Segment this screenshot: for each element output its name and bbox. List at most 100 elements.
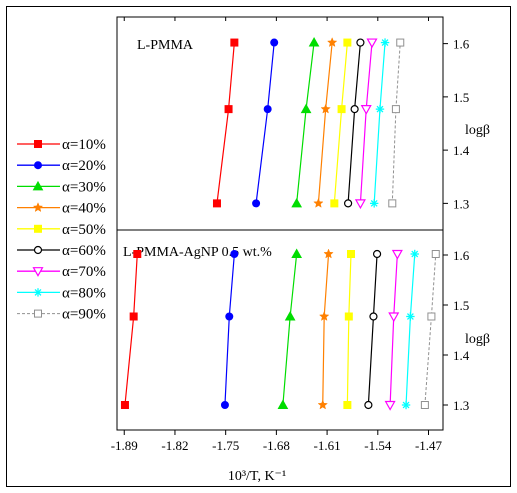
asterisk-stroke bbox=[376, 105, 384, 113]
top-data-point bbox=[388, 199, 397, 208]
bottom-data-point bbox=[291, 248, 303, 258]
asterisk-stroke bbox=[406, 313, 414, 320]
bottom-data-point bbox=[343, 401, 352, 409]
bottom-panel-series bbox=[120, 248, 440, 411]
top-data-point bbox=[356, 38, 365, 47]
bottom-data-point bbox=[372, 249, 382, 259]
legend-label: α=40% bbox=[62, 201, 106, 217]
top-data-point bbox=[375, 104, 385, 114]
bottom-data-point bbox=[410, 249, 419, 259]
bottom-y-tick-label: 1.4 bbox=[453, 348, 470, 363]
bottom-data-point bbox=[420, 401, 429, 409]
legend-label: α=30% bbox=[62, 179, 106, 195]
bottom-data-point bbox=[230, 250, 239, 258]
top-series-line bbox=[391, 42, 401, 204]
legend-marker bbox=[32, 267, 44, 277]
top-data-point bbox=[230, 38, 239, 47]
top-data-point bbox=[291, 197, 303, 208]
top-data-point bbox=[343, 38, 352, 47]
bottom-y-axis: 1.3 1.4 1.5 1.6 bbox=[443, 248, 470, 413]
top-y-axis: 1.3 1.4 1.5 1.6 bbox=[443, 37, 470, 211]
bottom-data-point bbox=[323, 248, 334, 259]
bottom-data-point bbox=[427, 312, 436, 321]
asterisk-stroke bbox=[402, 401, 410, 409]
bottom-data-point bbox=[133, 250, 142, 258]
bottom-panel-title: L-PMMA-AgNP 0.5 wt.% bbox=[123, 245, 272, 260]
top-y-axis-label: logβ bbox=[465, 123, 490, 138]
x-tick-label: -1.82 bbox=[161, 438, 188, 453]
top-data-point bbox=[263, 105, 272, 114]
top-data-point bbox=[212, 199, 221, 208]
legend-label: α=80% bbox=[62, 285, 106, 301]
legend-marker bbox=[34, 161, 42, 170]
bottom-data-point bbox=[225, 312, 234, 321]
legend-marker bbox=[34, 140, 42, 148]
bottom-data-point bbox=[364, 400, 373, 410]
x-tick-label: -1.47 bbox=[415, 438, 443, 453]
bottom-data-point bbox=[431, 250, 440, 258]
top-data-point bbox=[308, 37, 320, 47]
bottom-data-point bbox=[406, 312, 415, 321]
bottom-y-tick-label: 1.3 bbox=[453, 398, 469, 413]
legend-label: α=70% bbox=[62, 264, 106, 280]
legend-label: α=60% bbox=[62, 243, 106, 259]
bottom-data-point bbox=[369, 312, 378, 321]
bottom-data-point bbox=[344, 312, 353, 321]
bottom-y-tick-label: 1.6 bbox=[453, 248, 470, 263]
top-y-tick-label: 1.6 bbox=[453, 37, 470, 52]
bottom-data-point bbox=[277, 399, 289, 409]
bottom-data-point bbox=[120, 401, 129, 409]
top-data-point bbox=[326, 37, 338, 47]
top-data-point bbox=[224, 105, 233, 114]
legend-marker bbox=[32, 180, 44, 191]
bottom-series-line bbox=[424, 253, 437, 406]
bottom-data-point bbox=[129, 312, 138, 321]
bottom-data-point bbox=[388, 312, 400, 323]
top-data-point bbox=[354, 199, 366, 210]
top-data-point bbox=[366, 38, 378, 49]
top-data-point bbox=[337, 105, 346, 114]
figure-border bbox=[6, 6, 511, 487]
x-tick-label: -1.61 bbox=[314, 438, 341, 453]
bottom-data-point bbox=[284, 310, 296, 321]
top-y-tick-label: 1.5 bbox=[453, 90, 469, 105]
top-panel-title: L-PMMA bbox=[137, 38, 194, 53]
top-data-point bbox=[380, 38, 390, 47]
x-tick-label: -1.54 bbox=[364, 438, 392, 453]
legend: α=10% α=20% α=30% α=40% α=50% α=60% α=70% α=80%… bbox=[17, 137, 106, 323]
top-panel-series bbox=[212, 37, 405, 210]
bottom-data-point bbox=[346, 250, 355, 258]
legend-marker bbox=[34, 224, 42, 233]
top-data-point bbox=[343, 199, 353, 208]
x-tick-label: -1.75 bbox=[212, 438, 239, 453]
bottom-data-point bbox=[401, 400, 411, 410]
top-data-point bbox=[270, 38, 279, 47]
asterisk-stroke bbox=[370, 199, 378, 207]
top-y-tick-label: 1.4 bbox=[453, 143, 470, 158]
top-data-point bbox=[350, 105, 359, 114]
legend-label: α=10% bbox=[62, 137, 106, 153]
bottom-data-point bbox=[391, 249, 403, 260]
top-data-point bbox=[391, 105, 400, 114]
legend-label: α=20% bbox=[62, 158, 106, 174]
bottom-y-axis-label: logβ bbox=[465, 332, 490, 347]
bottom-data-point bbox=[317, 399, 328, 410]
bottom-data-point bbox=[220, 401, 229, 409]
top-data-point bbox=[360, 105, 372, 115]
legend-marker bbox=[33, 288, 43, 297]
top-data-point bbox=[330, 199, 339, 208]
legend-marker bbox=[34, 309, 42, 318]
bottom-plot-frame bbox=[116, 229, 444, 431]
legend-marker bbox=[32, 202, 44, 213]
bottom-data-point bbox=[318, 311, 330, 321]
top-data-point bbox=[369, 199, 379, 208]
top-data-point bbox=[300, 103, 312, 114]
top-data-point bbox=[313, 197, 324, 208]
legend-label: α=50% bbox=[62, 222, 106, 238]
x-tick-label: -1.89 bbox=[111, 438, 138, 453]
top-data-point bbox=[320, 103, 331, 114]
top-data-point bbox=[252, 199, 261, 208]
legend-marker bbox=[33, 245, 43, 255]
